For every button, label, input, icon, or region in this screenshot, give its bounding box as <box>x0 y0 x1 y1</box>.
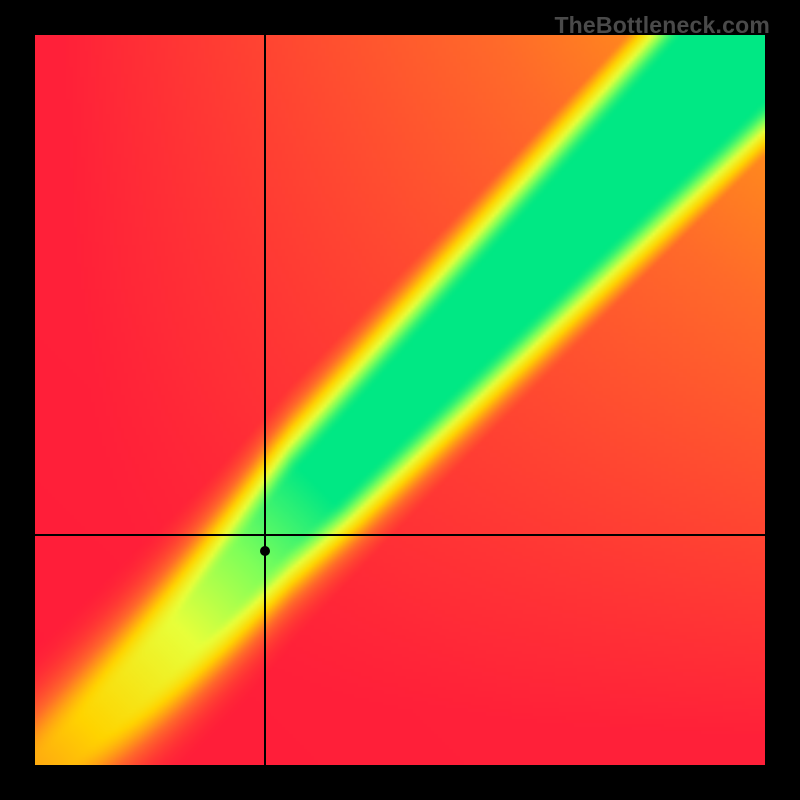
crosshair-horizontal <box>35 534 765 536</box>
heatmap-canvas <box>35 35 765 765</box>
heatmap-plot-area <box>35 35 765 765</box>
watermark-text: TheBottleneck.com <box>554 12 770 39</box>
chart-frame: TheBottleneck.com <box>0 0 800 800</box>
data-point-marker <box>260 546 270 556</box>
crosshair-vertical <box>264 35 266 765</box>
